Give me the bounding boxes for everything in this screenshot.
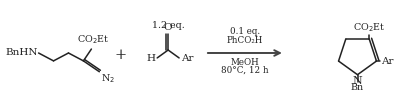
Text: BnHN: BnHN xyxy=(6,49,38,58)
Text: CO$_2$Et: CO$_2$Et xyxy=(353,22,386,34)
Text: +: + xyxy=(114,48,126,62)
Text: CO$_2$Et: CO$_2$Et xyxy=(77,34,110,46)
Text: H: H xyxy=(146,54,155,63)
Text: PhCO₂H: PhCO₂H xyxy=(227,36,263,45)
Text: O: O xyxy=(164,23,173,32)
Text: N$_2$: N$_2$ xyxy=(101,73,116,85)
Text: Ar: Ar xyxy=(381,57,394,66)
Text: Bn: Bn xyxy=(351,83,364,92)
Text: 0.1 eq.: 0.1 eq. xyxy=(230,27,260,36)
Text: 80°C, 12 h: 80°C, 12 h xyxy=(221,66,269,75)
Text: Ar: Ar xyxy=(181,54,194,63)
Text: 1.2 eq.: 1.2 eq. xyxy=(152,21,184,30)
Text: MeOH: MeOH xyxy=(231,58,259,67)
Text: N: N xyxy=(353,76,362,86)
